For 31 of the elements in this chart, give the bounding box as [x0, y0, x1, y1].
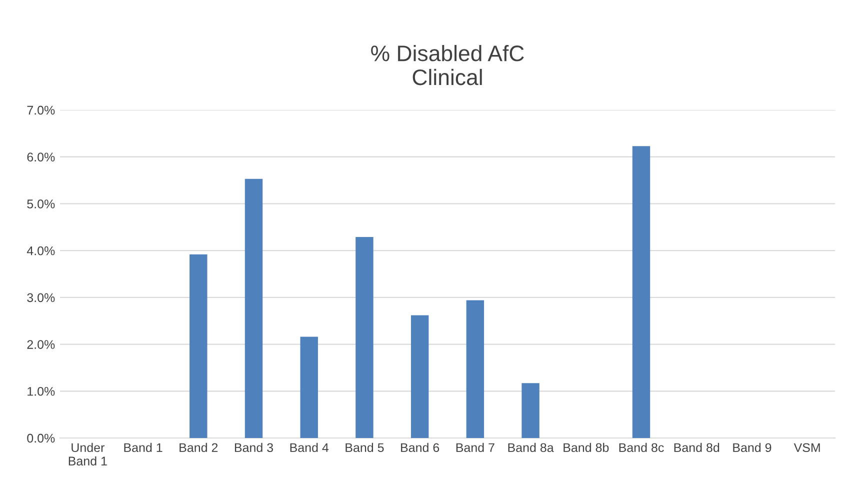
x-tick-label: Under Band 1 — [68, 442, 107, 466]
y-tick-label: 0.0% — [27, 434, 55, 443]
x-tick-label: Band 5 — [346, 442, 384, 452]
x-tick-label: Band 8d — [674, 442, 720, 452]
bar — [522, 383, 540, 438]
x-tick-label: Band 8a — [508, 442, 554, 452]
x-tick-label: Band 8c — [619, 442, 664, 452]
bar — [466, 300, 484, 438]
bar — [190, 254, 208, 438]
y-tick-label: 3.0% — [27, 293, 55, 302]
x-tick-label: Band 8b — [564, 442, 609, 452]
x-tick-label: VSM — [794, 443, 820, 452]
bar — [356, 236, 374, 438]
y-tick-label: 6.0% — [27, 152, 55, 162]
y-tick-label: 1.0% — [28, 386, 55, 396]
bar — [632, 146, 650, 438]
bar — [410, 315, 429, 438]
x-tick-label: Band 3 — [234, 442, 274, 452]
x-tick-label: Band 2 — [180, 442, 218, 452]
x-tick-label: Band 1 — [124, 442, 162, 452]
x-tick-label: Band 6 — [401, 442, 440, 452]
y-tick-label: 2.0% — [27, 340, 55, 349]
chart-title: % Disabled AfC Clinical — [371, 44, 524, 86]
x-tick-label: Band 9 — [733, 442, 772, 452]
y-tick-label: 5.0% — [27, 200, 55, 208]
y-tick-label: 4.0% — [26, 246, 55, 256]
bar — [300, 336, 318, 438]
x-tick-label: Band 7 — [456, 442, 494, 452]
bar — [244, 178, 263, 438]
x-tick-label: Band 4 — [290, 442, 329, 452]
y-tick-label: 7.0% — [27, 106, 55, 115]
